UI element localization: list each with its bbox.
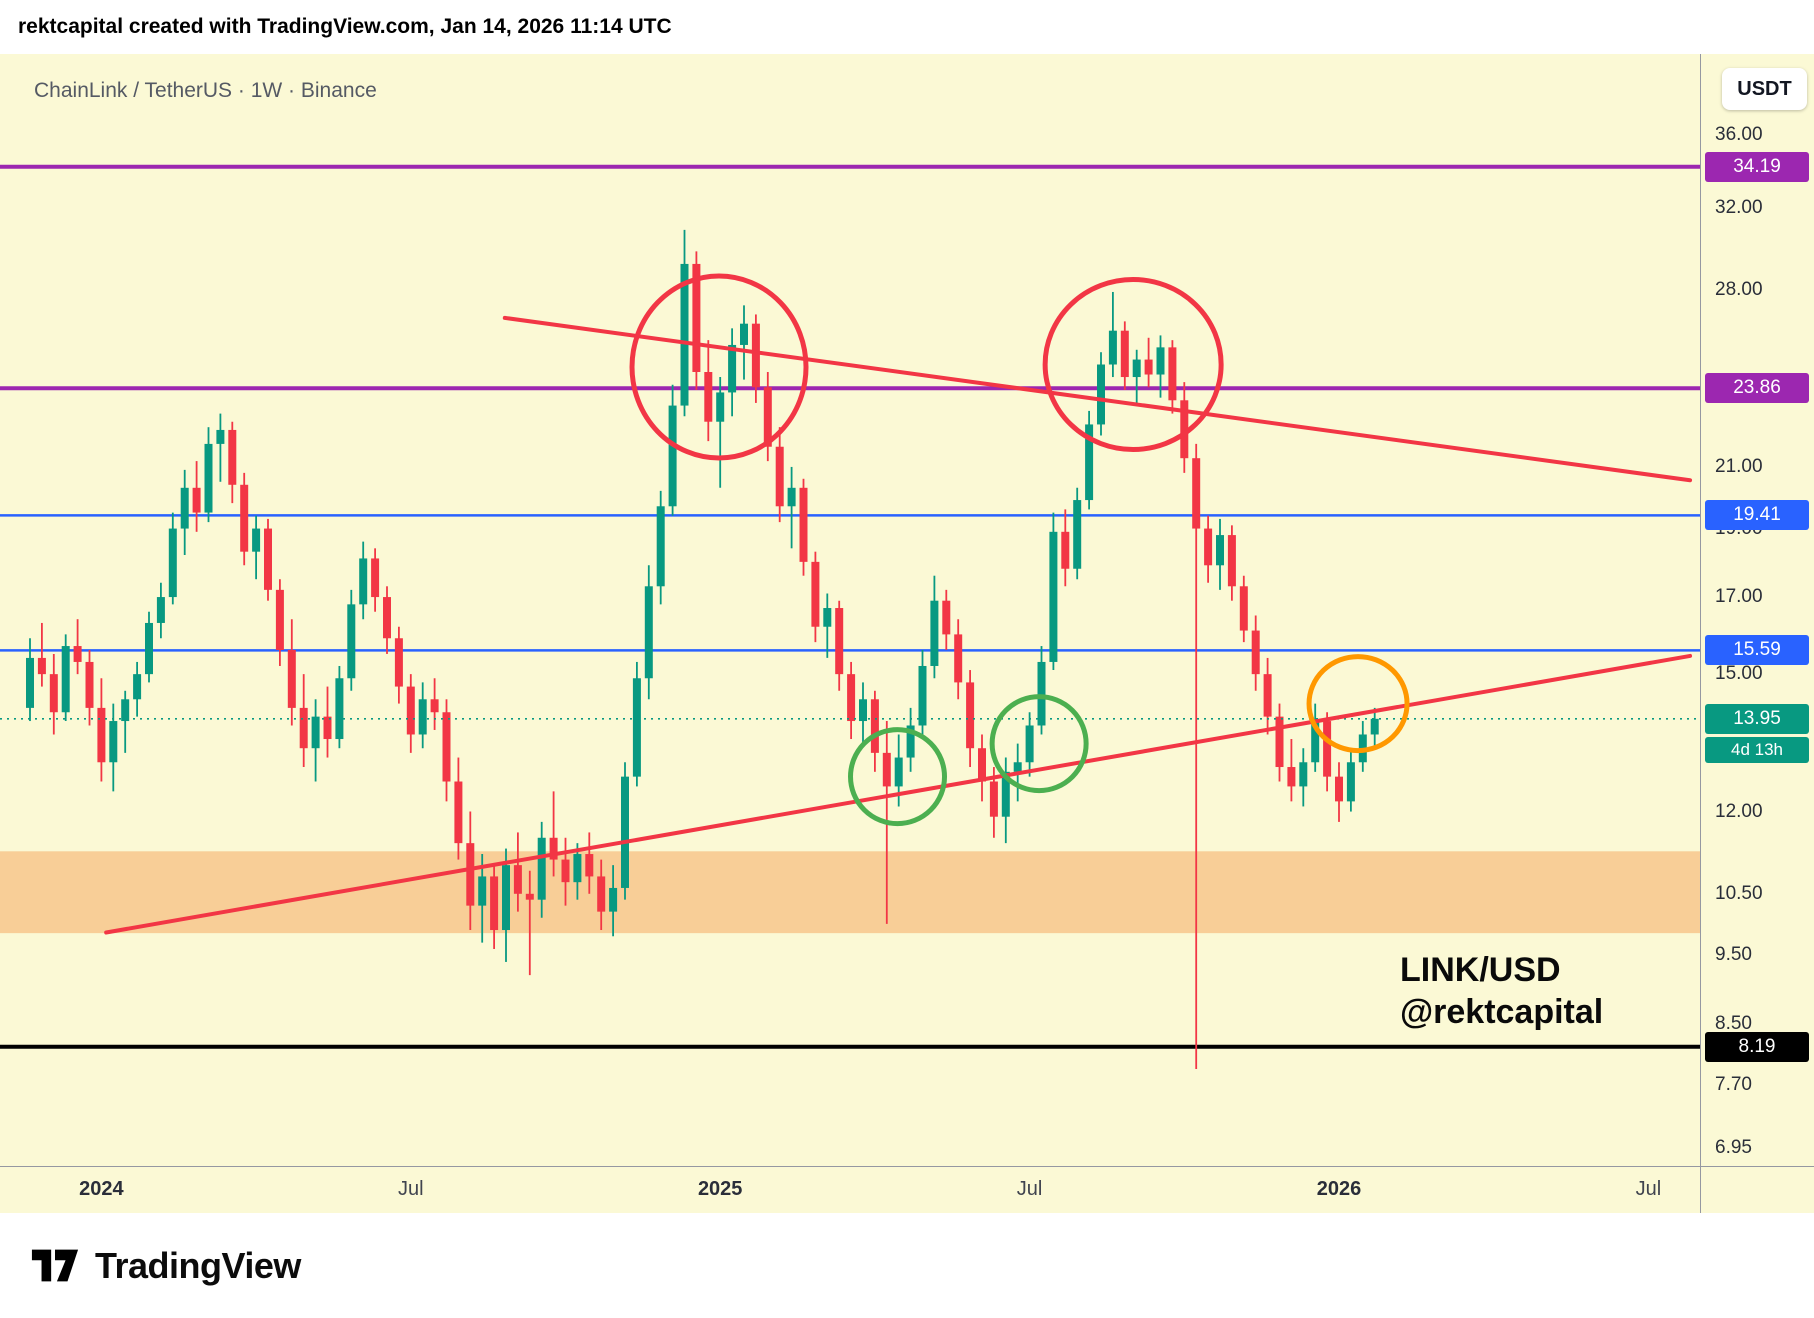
price-label-15.59: 15.59 <box>1705 635 1809 666</box>
price-tick-15.00: 15.00 <box>1715 663 1763 685</box>
currency-toggle-button[interactable]: USDT <box>1722 68 1807 110</box>
top-circle-2[interactable] <box>1042 277 1224 453</box>
attribution-text: rektcapital created with TradingView.com… <box>18 15 672 38</box>
price-tick-12.00: 12.00 <box>1715 800 1763 822</box>
higher-low-circle-2[interactable] <box>989 694 1089 794</box>
price-tick-32.00: 32.00 <box>1715 196 1763 218</box>
higher-low-circle-1[interactable] <box>848 727 948 827</box>
price-tick-28.00: 28.00 <box>1715 278 1763 300</box>
price-tick-36.00: 36.00 <box>1715 124 1763 145</box>
price-label-34.19: 34.19 <box>1705 151 1809 182</box>
symbol-title[interactable]: ChainLink / TetherUS · 1W · Binance <box>34 79 377 102</box>
price-tick-21.00: 21.00 <box>1715 455 1763 477</box>
price-label-13.95: 13.95 <box>1705 703 1809 734</box>
time-axis[interactable]: 2024 Jul 2025 Jul 2026 Jul <box>0 1166 1700 1213</box>
time-label-2025: 2025 <box>697 1178 743 1200</box>
watermark: LINK/USD @rektcapital <box>1400 949 1603 1033</box>
tradingview-logo-icon[interactable] <box>30 1248 80 1284</box>
descending-trendline[interactable] <box>502 315 1693 483</box>
price-tick-8.50: 8.50 <box>1715 1012 1752 1034</box>
time-label-Jul: Jul <box>1635 1178 1662 1200</box>
time-label-2026: 2026 <box>1316 1178 1362 1200</box>
chart-area: ChainLink / TetherUS · 1W · Binance LINK… <box>0 54 1814 1213</box>
time-label-2024: 2024 <box>79 1178 124 1200</box>
price-chart-pane[interactable] <box>0 54 1814 1166</box>
price-axis[interactable]: 36.0032.0028.0021.0019.0017.0015.0012.00… <box>1700 54 1814 1213</box>
time-axis-separator <box>0 1166 1814 1167</box>
price-label-23.86: 23.86 <box>1705 373 1809 404</box>
price-label-19.41: 19.41 <box>1705 500 1809 531</box>
demand-zone-band[interactable] <box>0 851 1700 934</box>
watermark-handle: @rektcapital <box>1400 993 1604 1031</box>
attribution-bar: rektcapital created with TradingView.com… <box>0 0 1814 54</box>
top-circle-1[interactable] <box>629 273 809 461</box>
price-tick-7.70: 7.70 <box>1715 1073 1752 1095</box>
tradingview-wordmark[interactable]: TradingView <box>95 1244 301 1286</box>
footer-bar: TradingView <box>0 1213 1814 1318</box>
price-label-8.19: 8.19 <box>1705 1031 1809 1062</box>
price-tick-6.95: 6.95 <box>1715 1136 1752 1158</box>
candle-countdown: 4d 13h <box>1705 736 1809 763</box>
trendline-retest-circle[interactable] <box>1306 654 1410 754</box>
price-tick-9.50: 9.50 <box>1715 944 1752 966</box>
price-tick-10.50: 10.50 <box>1715 882 1763 904</box>
watermark-symbol: LINK/USD <box>1400 951 1561 989</box>
time-label-Jul: Jul <box>398 1178 424 1200</box>
ascending-trendline[interactable] <box>104 653 1693 935</box>
time-label-Jul: Jul <box>1016 1178 1043 1200</box>
price-tick-17.00: 17.00 <box>1715 586 1763 608</box>
